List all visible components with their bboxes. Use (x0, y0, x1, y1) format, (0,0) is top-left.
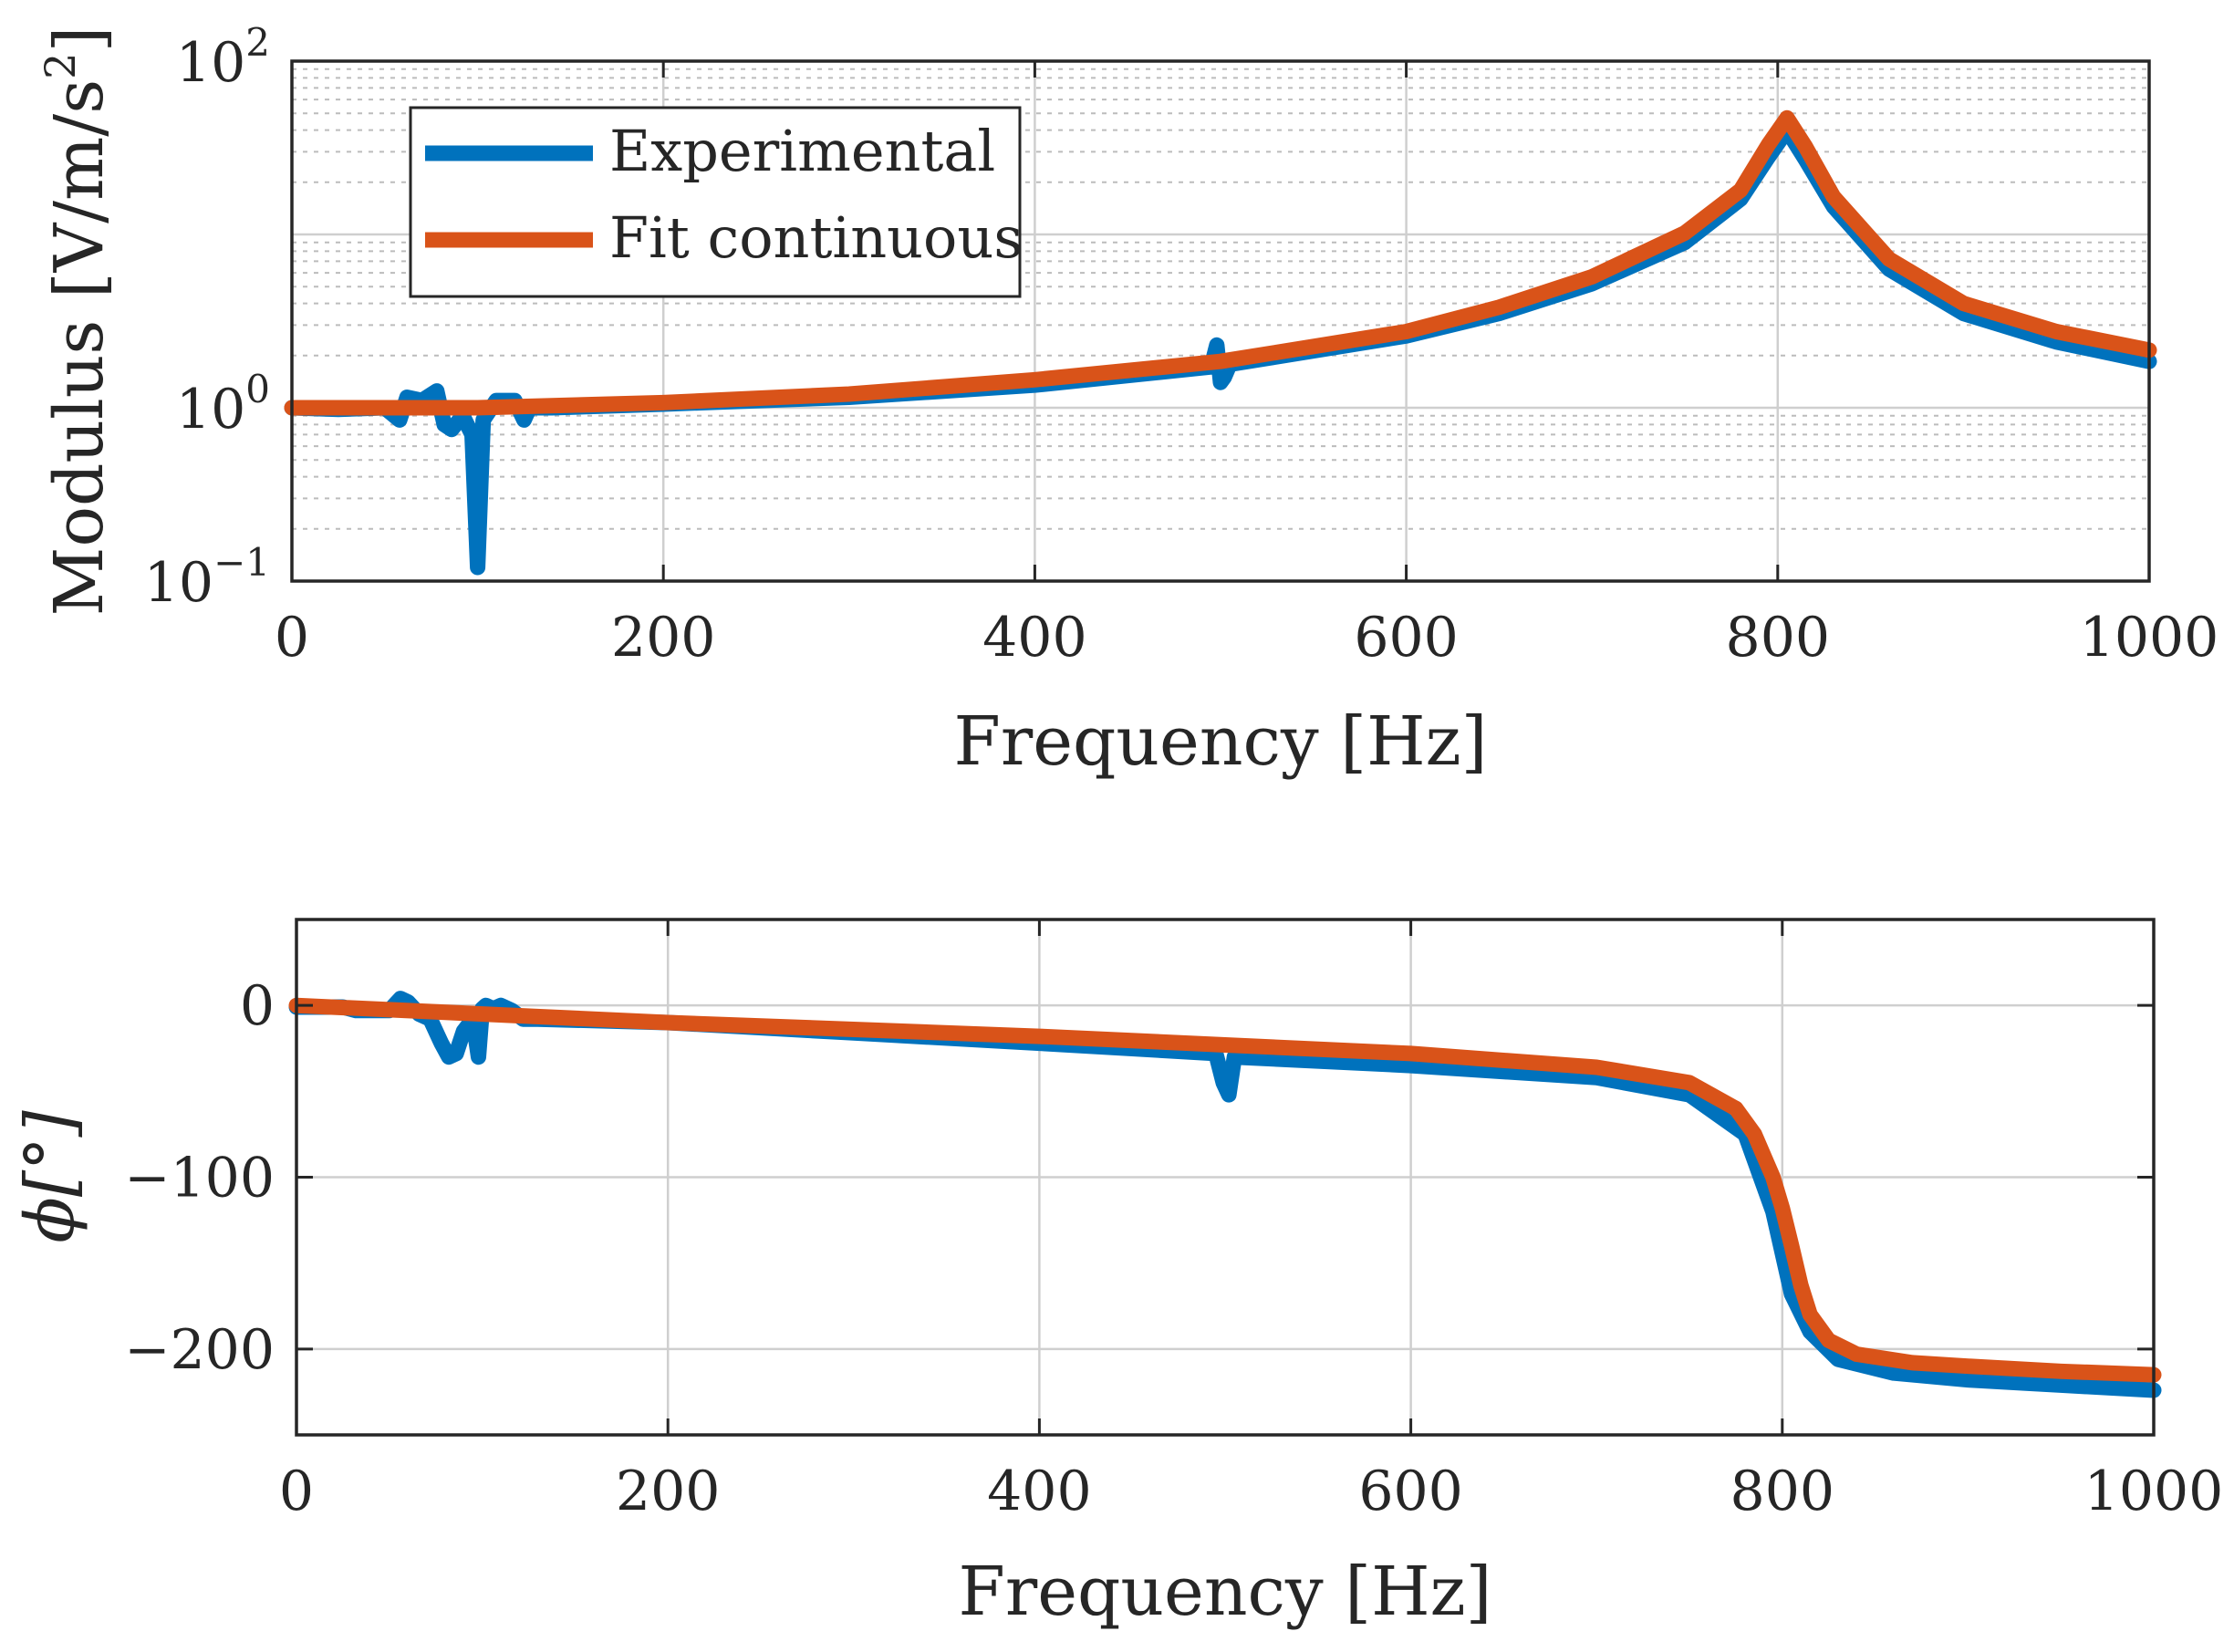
phase-x-tick-labels: 0 200 400 600 800 1000 (279, 1460, 2223, 1523)
legend-label-experimental: Experimental (609, 118, 995, 184)
magnitude-subplot: 0 200 400 600 800 1000 10−1 100 102 Frequency [… (36, 20, 2218, 781)
magnitude-x-tick-label: 400 (982, 606, 1087, 670)
magnitude-x-axis-label: Frequency [Hz] (953, 702, 1487, 781)
magnitude-axes-frame (290, 59, 2151, 583)
phase-y-tick-label: −200 (124, 1318, 275, 1382)
phase-x-tick-label: 0 (279, 1460, 314, 1523)
magnitude-y-tick-label: 100 (176, 367, 270, 442)
magnitude-x-tick-label: 0 (275, 606, 309, 670)
magnitude-x-tick-label: 200 (611, 606, 716, 670)
magnitude-series (284, 109, 2157, 576)
magnitude-x-tick-label: 600 (1354, 606, 1459, 670)
legend: Experimental Fit continuous (409, 106, 1023, 298)
magnitude-fit-line (284, 109, 2157, 416)
phase-x-tick-label: 600 (1358, 1460, 1463, 1523)
phase-experimental-line (288, 991, 2162, 1398)
magnitude-x-tick-labels: 0 200 400 600 800 1000 (275, 606, 2218, 670)
phase-x-tick-label: 200 (616, 1460, 721, 1523)
phase-ticks (295, 920, 2156, 1435)
phase-subplot: 0 200 400 600 800 1000 0 −100 −200 Frequency [H… (11, 918, 2223, 1631)
phase-y-axis-label: ϕ[°] (11, 1110, 89, 1242)
legend-box (409, 106, 1022, 298)
magnitude-x-tick-label: 800 (1726, 606, 1831, 670)
phase-x-tick-label: 800 (1730, 1460, 1835, 1523)
magnitude-x-tick-label: 1000 (2080, 606, 2219, 670)
phase-series (288, 991, 2162, 1398)
phase-fit-line (288, 997, 2162, 1383)
magnitude-y-tick-label: 102 (176, 20, 270, 95)
legend-label-fit: Fit continuous (609, 204, 1023, 271)
phase-x-tick-label: 400 (987, 1460, 1092, 1523)
magnitude-y-tick-labels: 10−1 100 102 (144, 20, 270, 615)
phase-y-tick-labels: 0 −100 −200 (124, 974, 275, 1382)
phase-y-tick-label: 0 (240, 974, 275, 1038)
magnitude-y-axis-label: Modulus [V/m/s2] (36, 26, 119, 617)
phase-x-tick-label: 1000 (2084, 1460, 2224, 1523)
phase-y-tick-label: −100 (124, 1147, 275, 1210)
magnitude-y-tick-label: 10−1 (144, 540, 270, 615)
phase-x-axis-label: Frequency [Hz] (958, 1553, 1491, 1631)
magnitude-ticks (290, 61, 2151, 581)
